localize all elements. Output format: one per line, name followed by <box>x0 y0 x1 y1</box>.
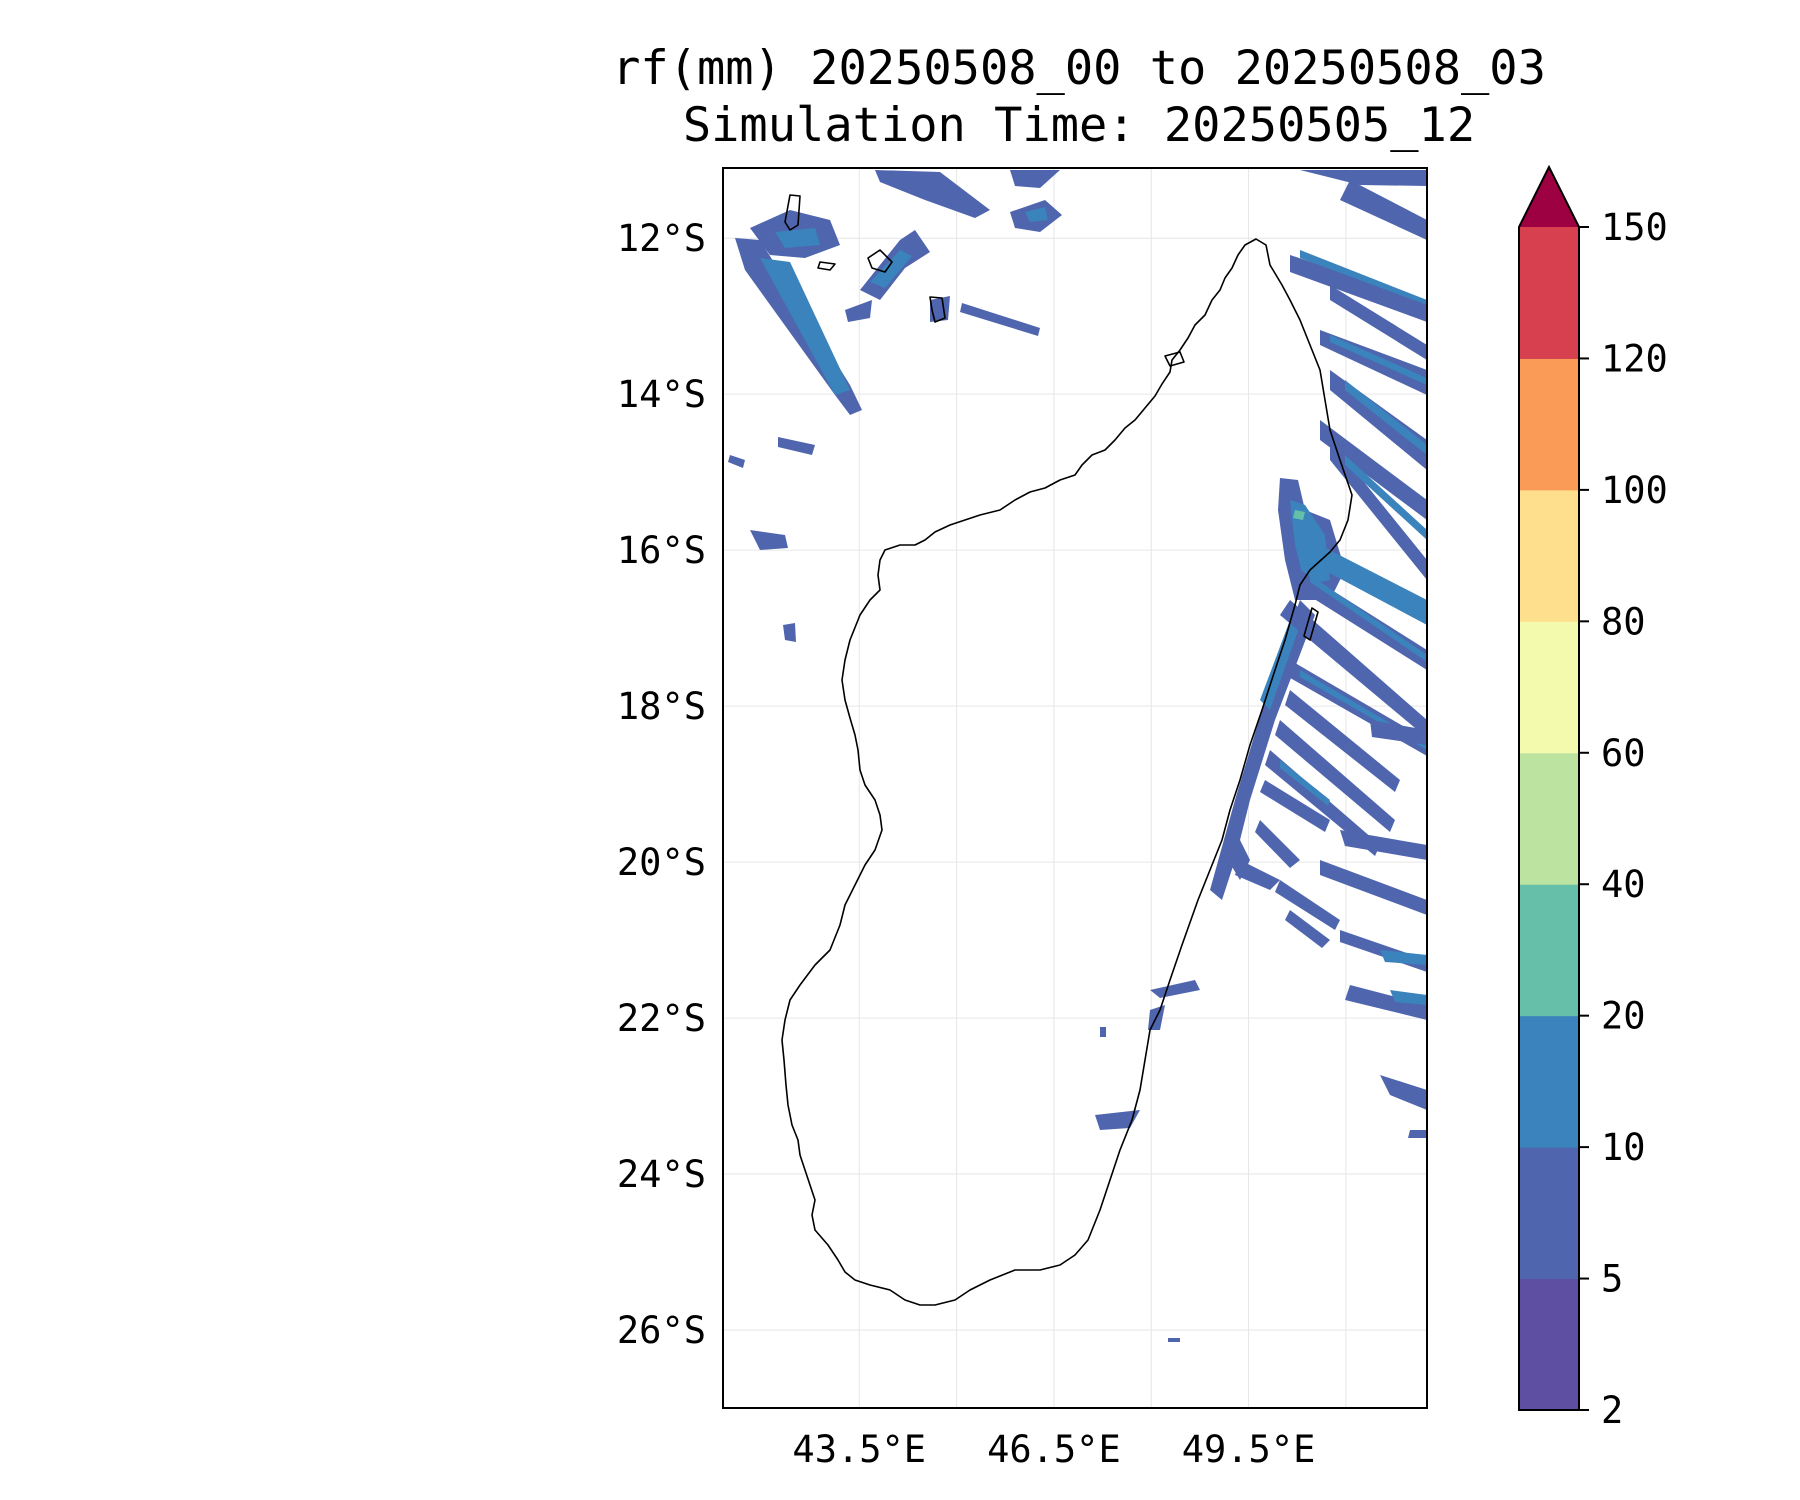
rain-band <box>1320 860 1427 915</box>
anjouan-coastline <box>867 249 893 273</box>
colorbar: 2 5 10 20 40 60 80 100 120 150 <box>1518 164 1668 1432</box>
rain-band <box>960 303 1040 336</box>
rain-band <box>1305 540 1427 625</box>
colorbar-tick-label: 10 <box>1601 1126 1646 1169</box>
rain-band <box>1168 1338 1180 1342</box>
rain-band <box>775 228 820 248</box>
colorbar-extend-arrow <box>1519 167 1579 227</box>
rain-band <box>760 258 850 395</box>
rain-band <box>1370 720 1427 745</box>
colorbar-tick-label: 150 <box>1601 206 1668 249</box>
lat-tick-label: 20°S <box>617 841 706 884</box>
rain-band <box>1330 285 1427 360</box>
colorbar-segment <box>1519 1278 1579 1411</box>
rain-band <box>1345 380 1427 455</box>
lon-tick-label: 46.5°E <box>987 1428 1121 1471</box>
grande-comore-coastline <box>784 194 801 231</box>
rain-band <box>1330 440 1427 580</box>
lat-tick-label: 14°S <box>617 373 706 416</box>
rain-band <box>845 300 872 322</box>
colorbar-segment <box>1519 358 1579 491</box>
rain-band <box>1300 170 1427 186</box>
rain-band <box>1345 455 1427 540</box>
colorbar-segment <box>1519 621 1579 754</box>
rain-band <box>1340 180 1427 240</box>
lon-tick-label: 43.5°E <box>792 1428 926 1471</box>
rain-band <box>1330 335 1427 385</box>
mayotte-coastline <box>929 296 946 323</box>
colorbar-outline <box>1518 164 1580 1411</box>
lat-tick-label: 26°S <box>617 1309 706 1352</box>
lat-tick-label: 22°S <box>617 997 706 1040</box>
rain-band <box>1260 780 1330 832</box>
rain-band <box>1285 690 1400 792</box>
rain-band <box>1300 250 1427 305</box>
title-line-1: rf(mm) 20250508_00 to 20250508_03 <box>612 41 1546 96</box>
rain-band <box>1293 510 1305 520</box>
rain-band <box>1408 1130 1427 1138</box>
map-panel: 12°S14°S16°S18°S20°S22°S24°S26°S 43.5°E 4… <box>617 167 1428 1471</box>
colorbar-tick-label: 2 <box>1601 1389 1623 1432</box>
lat-tick-label: 16°S <box>617 529 706 572</box>
rain-band <box>1010 170 1060 188</box>
sainte-marie-coastline <box>1303 607 1319 641</box>
rain-band <box>1150 980 1200 998</box>
moheli-coastline <box>817 261 836 271</box>
lon-tick-label: 49.5°E <box>1182 1428 1316 1471</box>
nosy-be-coastline <box>1164 351 1185 367</box>
rain-band <box>1235 860 1280 890</box>
rain-band <box>1380 1075 1427 1110</box>
lat-tick-label: 24°S <box>617 1153 706 1196</box>
colorbar-segment <box>1519 884 1579 1017</box>
rain-band <box>1095 1110 1140 1130</box>
rain-band <box>870 250 912 288</box>
longitude-axis: 43.5°E 46.5°E 49.5°E <box>792 1428 1315 1471</box>
colorbar-tick-label: 100 <box>1601 469 1668 512</box>
rain-band <box>1290 255 1427 322</box>
rain-band <box>930 296 950 322</box>
rain-band <box>1275 720 1395 832</box>
colorbar-segment <box>1519 752 1579 885</box>
colorbar-tick-label: 80 <box>1601 600 1646 643</box>
rain-band <box>1255 820 1300 868</box>
rain-band <box>1100 1027 1106 1037</box>
title-line-2: Simulation Time: 20250505_12 <box>683 98 1475 153</box>
rain-band <box>1275 880 1340 930</box>
rain-band <box>1285 910 1330 948</box>
rain-band <box>728 455 745 468</box>
colorbar-segment <box>1519 227 1579 359</box>
rain-band <box>1310 575 1427 662</box>
rain-band <box>1340 830 1427 860</box>
lat-tick-label: 18°S <box>617 685 706 728</box>
rain-band <box>1380 950 1427 965</box>
rain-band <box>778 437 815 455</box>
coastlines <box>781 194 1353 1306</box>
rain-band <box>1280 600 1427 738</box>
rain-band <box>1390 990 1427 1005</box>
map-frame <box>722 167 1428 1409</box>
rainfall-field <box>728 170 1427 1342</box>
rain-band <box>1320 420 1427 520</box>
colorbar-segment <box>1519 489 1579 622</box>
rain-band <box>750 530 788 550</box>
rain-band <box>783 623 796 642</box>
madagascar-coastline <box>781 238 1353 1306</box>
colorbar-segment <box>1519 1147 1579 1280</box>
colorbar-tick-label: 120 <box>1601 337 1668 380</box>
rain-band <box>875 170 990 218</box>
colorbar-tick-label: 60 <box>1601 732 1646 775</box>
rain-band <box>1345 985 1427 1020</box>
lat-tick-label: 12°S <box>617 217 706 260</box>
colorbar-tick-label: 40 <box>1601 863 1646 906</box>
colorbar-tick-label: 20 <box>1601 995 1646 1038</box>
colorbar-tick-label: 5 <box>1601 1258 1623 1301</box>
rain-band <box>1025 207 1048 222</box>
rain-band <box>1280 760 1330 806</box>
colorbar-segment <box>1519 1015 1579 1148</box>
latitude-axis: 12°S 14°S 16°S 18°S 20°S 22°S 24°S 26°S <box>617 217 706 1352</box>
